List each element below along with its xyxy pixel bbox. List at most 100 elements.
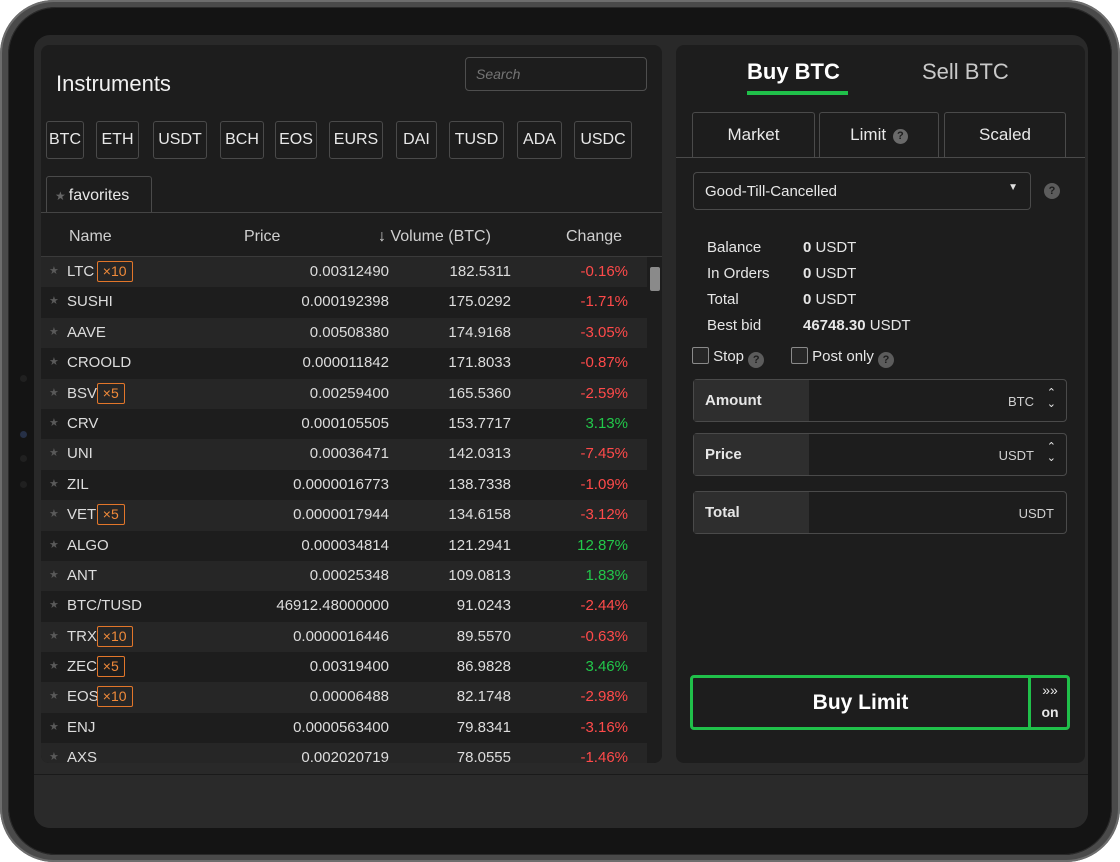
search-input[interactable] [465, 57, 647, 91]
help-icon[interactable]: ? [878, 352, 895, 368]
star-icon[interactable]: ★ [49, 508, 59, 521]
stepper-arrows-icon[interactable]: ⌃ ⌄ [1046, 441, 1056, 464]
star-icon[interactable]: ★ [49, 386, 59, 399]
star-icon[interactable]: ★ [49, 751, 59, 763]
table-row[interactable]: ★ CROOLD 0.000011842 171.8033 -0.87% [41, 348, 647, 379]
currency-chip-usdc[interactable]: USDC [574, 121, 632, 159]
star-icon[interactable]: ★ [49, 599, 59, 612]
best-bid-unit: USDT [869, 317, 911, 334]
star-icon[interactable]: ★ [49, 295, 59, 308]
instrument-change: -3.12% [580, 506, 628, 524]
button-divider [1028, 678, 1031, 727]
help-icon[interactable]: ? [892, 129, 908, 144]
time-in-force-select[interactable]: Good-Till-Cancelled ▼ [693, 172, 1031, 210]
stop-checkbox[interactable] [692, 347, 709, 364]
column-header-price[interactable]: Price [244, 228, 281, 245]
instrument-change: 12.87% [577, 536, 628, 554]
price-field[interactable]: Price USDT ⌃ ⌄ [693, 433, 1067, 476]
star-icon[interactable]: ★ [49, 477, 59, 490]
table-row[interactable]: ★ EOS ×10 0.00006488 82.1748 -2.98% [41, 682, 647, 713]
star-icon[interactable]: ★ [49, 356, 59, 369]
instrument-volume: 78.0555 [456, 749, 511, 763]
currency-chip-eos[interactable]: EOS [275, 121, 317, 159]
star-icon[interactable]: ★ [49, 660, 59, 673]
stepper-arrows-icon[interactable]: ⌃ ⌄ [1046, 387, 1056, 410]
tab-market[interactable]: Market [692, 112, 815, 158]
table-row[interactable]: ★ ANT 0.00025348 109.0813 1.83% [41, 560, 647, 592]
table-row[interactable]: ★ TRX ×10 0.0000016446 89.5570 -0.63% [41, 621, 647, 653]
tab-sell[interactable]: Sell BTC [922, 59, 1009, 84]
total-amount: 0 [803, 291, 812, 308]
table-row[interactable]: ★ LTC ×10 0.00312490 182.5311 -0.16% [41, 257, 647, 288]
currency-chip-bch[interactable]: BCH [220, 121, 264, 159]
currency-chip-ada[interactable]: ADA [517, 121, 562, 159]
column-header-change[interactable]: Change [566, 228, 623, 245]
instrument-price: 0.00312490 [309, 263, 389, 280]
star-icon[interactable]: ★ [49, 538, 59, 551]
total-field[interactable]: Total USDT [693, 491, 1067, 534]
multiplier-badge: ×5 [96, 504, 125, 526]
star-icon[interactable]: ★ [49, 447, 59, 460]
star-icon[interactable]: ★ [49, 720, 59, 733]
scrollbar-thumb[interactable] [650, 267, 660, 291]
table-row[interactable]: ★ AXS 0.002020719 78.0555 -1.46% [41, 743, 647, 763]
star-icon[interactable]: ★ [49, 416, 59, 429]
in-orders-label: In Orders [707, 265, 770, 282]
instrument-price: 46912.48000000 [276, 597, 389, 615]
tab-limit[interactable]: Limit ? [819, 112, 939, 158]
fast-order-state: on [1041, 704, 1059, 720]
favorites-tab[interactable]: ★ favorites [46, 176, 152, 213]
instrument-volume: 91.0243 [456, 597, 511, 615]
instrument-volume: 182.5311 [449, 263, 511, 280]
help-icon[interactable]: ? [748, 352, 765, 368]
table-row[interactable]: ★ BSV ×5 0.00259400 165.5360 -2.59% [41, 378, 647, 409]
help-icon[interactable]: ? [1044, 183, 1060, 199]
instrument-volume: 86.9828 [456, 658, 511, 676]
tab-buy[interactable]: Buy BTC [747, 59, 840, 84]
instrument-name: VET [67, 506, 97, 524]
column-header-volume[interactable]: ↓ Volume (BTC) [378, 228, 491, 245]
multiplier-badge: ×10 [96, 261, 133, 282]
total-value: 0 USDT [803, 291, 856, 308]
star-icon[interactable]: ★ [49, 265, 59, 277]
fast-order-toggle[interactable]: »» on [1033, 682, 1067, 720]
star-icon[interactable]: ★ [49, 629, 59, 642]
instruments-title: Instruments [56, 71, 171, 96]
table-row[interactable]: ★ UNI 0.00036471 142.0313 -7.45% [41, 439, 647, 470]
currency-chip-usdt[interactable]: USDT [153, 121, 207, 159]
currency-chip-eurs[interactable]: EURS [329, 121, 383, 159]
star-icon[interactable]: ★ [49, 690, 59, 703]
column-header-name[interactable]: Name [69, 228, 112, 245]
table-row[interactable]: ★ ZIL 0.0000016773 138.7338 -1.09% [41, 469, 647, 501]
table-row[interactable]: ★ BTC/TUSD 46912.48000000 91.0243 -2.44% [41, 591, 647, 622]
list-scrollbar[interactable] [647, 257, 662, 763]
header-divider [41, 256, 662, 257]
instrument-change: -3.16% [580, 718, 628, 736]
instrument-price: 0.00006488 [309, 688, 389, 706]
buy-limit-button[interactable]: Buy Limit »» on [690, 675, 1070, 730]
table-row[interactable]: ★ CRV 0.000105505 153.7717 3.13% [41, 408, 647, 440]
instrument-volume: 138.7338 [448, 475, 511, 493]
currency-chip-tusd[interactable]: TUSD [449, 121, 504, 159]
total-field-label: Total [694, 492, 809, 533]
currency-chip-dai[interactable]: DAI [396, 121, 437, 159]
order-panel: Buy BTC Sell BTC Market Limit ? Scaled G… [676, 45, 1085, 763]
favorites-tab-label: favorites [68, 187, 130, 204]
table-row[interactable]: ★ AAVE 0.00508380 174.9168 -3.05% [41, 317, 647, 349]
currency-chip-eth[interactable]: ETH [96, 121, 139, 159]
amount-label: Amount [694, 380, 809, 421]
table-row[interactable]: ★ ALGO 0.000034814 121.2941 12.87% [41, 530, 647, 561]
instrument-name: ALGO [67, 536, 109, 554]
amount-field[interactable]: Amount BTC ⌃ ⌄ [693, 379, 1067, 422]
total-unit: USDT [815, 291, 857, 308]
table-row[interactable]: ★ ENJ 0.0000563400 79.8341 -3.16% [41, 712, 647, 744]
table-row[interactable]: ★ SUSHI 0.000192398 175.0292 -1.71% [41, 287, 647, 318]
table-row[interactable]: ★ ZEC ×5 0.00319400 86.9828 3.46% [41, 652, 647, 683]
star-icon[interactable]: ★ [49, 568, 59, 581]
currency-chip-btc[interactable]: BTC [46, 121, 84, 159]
star-icon[interactable]: ★ [49, 325, 59, 338]
tab-scaled[interactable]: Scaled [944, 112, 1066, 158]
post-only-checkbox[interactable] [791, 347, 808, 364]
table-row[interactable]: ★ VET ×5 0.0000017944 134.6158 -3.12% [41, 500, 647, 531]
tab-divider [41, 212, 662, 213]
